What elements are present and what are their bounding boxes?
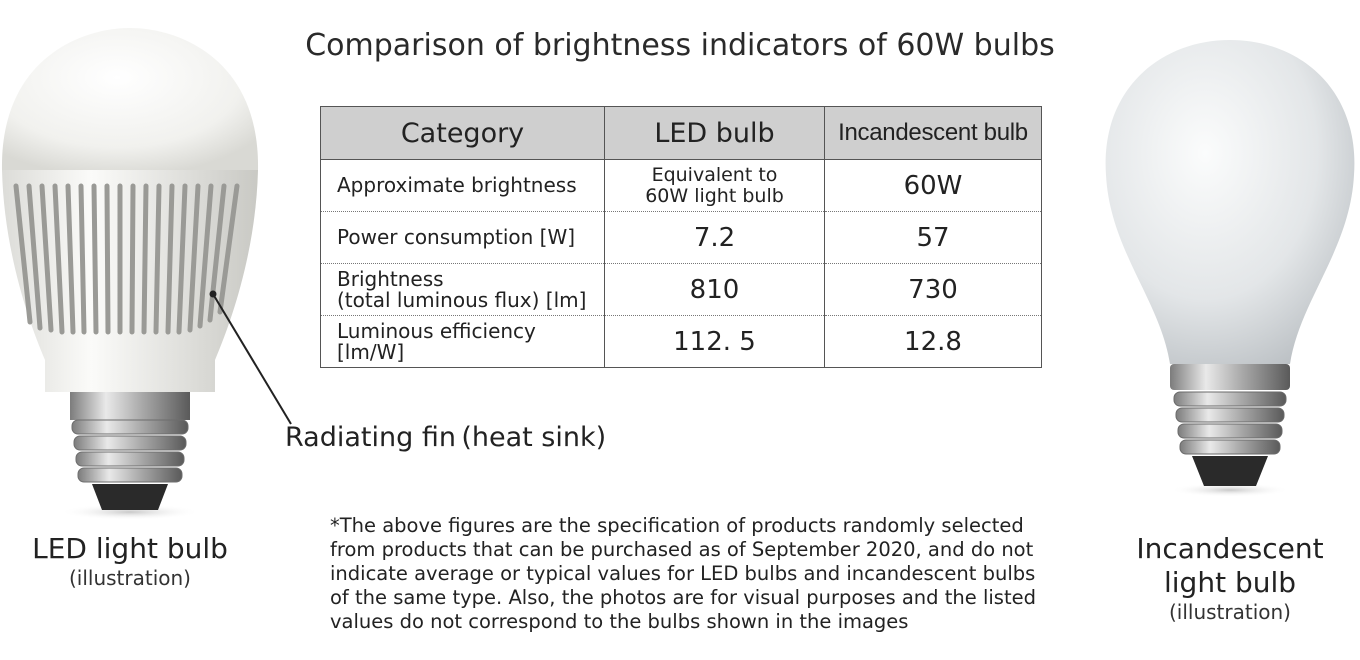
led-value-line: 60W light bulb xyxy=(645,184,784,207)
comparison-table: Category LED bulb Incandescent bulb Appr… xyxy=(320,106,1042,368)
fin-leader-line xyxy=(212,293,292,425)
table-row: Brightness (total luminous flux) [lm] 81… xyxy=(320,263,1042,316)
category-line: Brightness xyxy=(337,266,444,291)
row-incandescent-value: 730 xyxy=(824,263,1042,316)
incandescent-bulb-illustration xyxy=(1105,40,1355,497)
row-incandescent-value: 57 xyxy=(824,211,1042,264)
row-category: Power consumption [W] xyxy=(320,211,605,264)
row-category: Luminous efficiency [lm/W] xyxy=(320,315,605,368)
led-caption-main: LED light bulb xyxy=(32,532,228,565)
incandescent-caption: Incandescent light bulb (illustration) xyxy=(1110,532,1350,624)
incandescent-caption-line: Incandescent xyxy=(1136,532,1324,565)
radiating-fin-label: Radiating fin (heat sink) xyxy=(285,422,607,453)
category-line: (total luminous flux) [lm] xyxy=(337,287,587,312)
led-caption: LED light bulb (illustration) xyxy=(0,532,260,590)
table-row: Approximate brightness Equivalent to 60W… xyxy=(320,159,1042,212)
led-caption-sub: (illustration) xyxy=(68,566,191,590)
row-led-value: 7.2 xyxy=(604,211,825,264)
row-incandescent-value: 12.8 xyxy=(824,315,1042,368)
incandescent-caption-line: light bulb xyxy=(1163,566,1297,599)
row-category: Brightness (total luminous flux) [lm] xyxy=(320,263,605,316)
header-category: Category xyxy=(320,106,605,160)
led-value-line: Equivalent to xyxy=(651,163,778,186)
row-incandescent-value: 60W xyxy=(824,159,1042,212)
row-led-value: 810 xyxy=(604,263,825,316)
page-title: Comparison of brightness indicators of 6… xyxy=(305,28,1055,63)
table-row: Luminous efficiency [lm/W] 112. 5 12.8 xyxy=(320,315,1042,368)
row-led-value: Equivalent to 60W light bulb xyxy=(604,159,825,212)
incandescent-caption-sub: (illustration) xyxy=(1168,600,1291,624)
footnote: *The above figures are the specification… xyxy=(330,514,1036,633)
led-bulb-illustration xyxy=(1,28,259,520)
header-led-bulb: LED bulb xyxy=(604,106,825,160)
row-category: Approximate brightness xyxy=(320,159,605,212)
header-incandescent-bulb: Incandescent bulb xyxy=(824,106,1042,160)
row-led-value: 112. 5 xyxy=(604,315,825,368)
table-header-row: Category LED bulb Incandescent bulb xyxy=(320,106,1042,160)
table-row: Power consumption [W] 7.2 57 xyxy=(320,211,1042,264)
